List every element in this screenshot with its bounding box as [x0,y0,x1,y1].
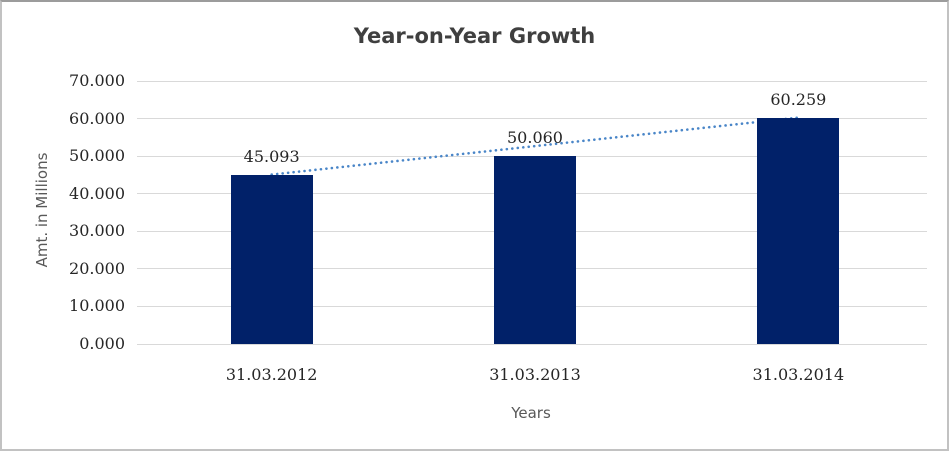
y-tick-label: 40.000 [69,183,125,203]
data-label: 60.259 [770,89,827,109]
y-tick-label: 20.000 [69,258,125,278]
data-label: 45.093 [243,146,300,166]
gridline [137,343,927,345]
bar [230,174,313,344]
trendline [270,116,800,176]
x-axis-title: Years [511,404,551,422]
y-tick-label: 50.000 [69,146,125,166]
category-label: 31.03.2012 [225,365,318,384]
y-tick-label: 10.000 [69,296,125,316]
category-label: 31.03.2013 [489,365,581,384]
y-axis-title: Amt. in Millions [33,152,51,268]
y-tick-label: 0.000 [79,334,125,353]
y-tick-label: 70.000 [69,71,125,90]
y-tick-label: 60.000 [69,108,125,128]
gridline [137,80,927,82]
bar [494,155,576,344]
gridline [137,118,927,120]
category-label: 31.03.2014 [752,365,845,384]
chart-title: Year-on-Year Growth [353,24,596,48]
bar [757,117,840,344]
y-tick-label: 30.000 [69,221,125,241]
data-label: 50.060 [507,127,563,147]
